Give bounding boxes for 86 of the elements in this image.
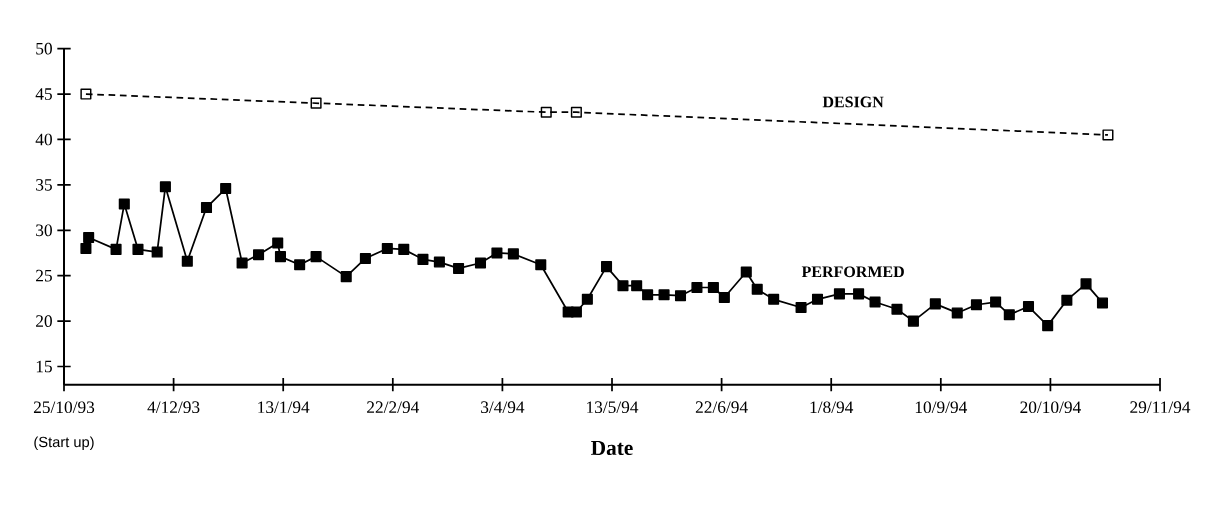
point <box>990 296 1002 308</box>
x-tick-label: 13/1/94 <box>258 401 310 414</box>
series-label: DESIGN <box>822 96 884 108</box>
point <box>417 253 429 265</box>
x-tick-label: 22/6/94 <box>695 401 748 414</box>
y-tick-label: 15 <box>36 360 52 373</box>
text: (Start up) <box>34 436 94 451</box>
point <box>310 251 322 263</box>
point <box>340 271 352 283</box>
point <box>570 106 582 118</box>
point <box>768 293 780 305</box>
point <box>951 307 963 319</box>
point <box>658 289 670 301</box>
point <box>853 288 865 300</box>
point <box>631 280 643 292</box>
x-tick-label: 20/10/94 <box>1020 401 1081 414</box>
point <box>359 252 371 264</box>
point <box>132 243 144 255</box>
point <box>151 246 163 258</box>
point <box>1096 297 1109 309</box>
point <box>907 315 919 327</box>
point <box>581 293 593 305</box>
x-tick-label: 4/12/93 <box>147 401 200 414</box>
point <box>811 293 824 305</box>
point <box>795 301 807 314</box>
point <box>433 256 445 268</box>
point <box>751 283 763 295</box>
y-tick-label: 20 <box>36 315 52 327</box>
point <box>274 251 287 263</box>
point <box>1080 278 1092 290</box>
point <box>80 242 92 254</box>
point <box>1102 129 1114 141</box>
point <box>220 182 232 195</box>
point <box>453 262 465 274</box>
point <box>507 248 519 260</box>
point <box>181 255 193 267</box>
point <box>691 281 703 294</box>
point <box>570 306 582 318</box>
x-tick-label: 3/4/94 <box>481 401 525 414</box>
point <box>718 291 730 304</box>
point <box>535 259 547 271</box>
x-tick-label: 1/8/94 <box>810 401 854 414</box>
x-tick-label: 13/5/94 <box>587 401 639 414</box>
y-tick-label: 30 <box>36 224 52 237</box>
point <box>970 299 982 311</box>
x-tick-label: 25/10/93 <box>33 401 95 414</box>
point <box>80 88 92 100</box>
point <box>869 296 881 308</box>
point <box>253 249 265 261</box>
x-tick-label: 29/11/94 <box>1130 401 1191 414</box>
point <box>642 289 654 301</box>
point <box>707 281 719 294</box>
point <box>1042 320 1054 332</box>
point <box>491 247 503 259</box>
point <box>1022 301 1035 313</box>
point <box>398 243 410 255</box>
y-tick-label: 40 <box>35 133 52 146</box>
point <box>83 232 95 244</box>
point <box>674 290 687 302</box>
series-label: PERFORMED <box>801 266 904 278</box>
point <box>1061 294 1073 306</box>
x-tick-label: 22/2/94 <box>367 401 420 414</box>
point <box>272 237 284 249</box>
y-tick-label: 50 <box>36 42 52 55</box>
point <box>236 257 248 269</box>
point <box>294 259 306 271</box>
y-tick-label: 25 <box>36 269 52 282</box>
point <box>540 106 552 118</box>
point <box>381 242 393 254</box>
point <box>740 266 752 278</box>
x-axis-title: Date <box>591 440 633 456</box>
point <box>474 257 487 269</box>
y-tick-label: 45 <box>35 88 52 100</box>
point <box>159 181 171 193</box>
point <box>310 97 322 109</box>
point <box>600 261 613 273</box>
x-tick-label: 10/9/94 <box>915 401 968 414</box>
point <box>617 280 629 292</box>
point <box>891 303 903 315</box>
point <box>833 288 845 300</box>
point <box>118 198 130 210</box>
point <box>200 202 213 214</box>
point <box>110 243 122 255</box>
point <box>929 298 941 310</box>
y-tick-label: 35 <box>36 179 52 191</box>
point <box>1003 309 1015 321</box>
